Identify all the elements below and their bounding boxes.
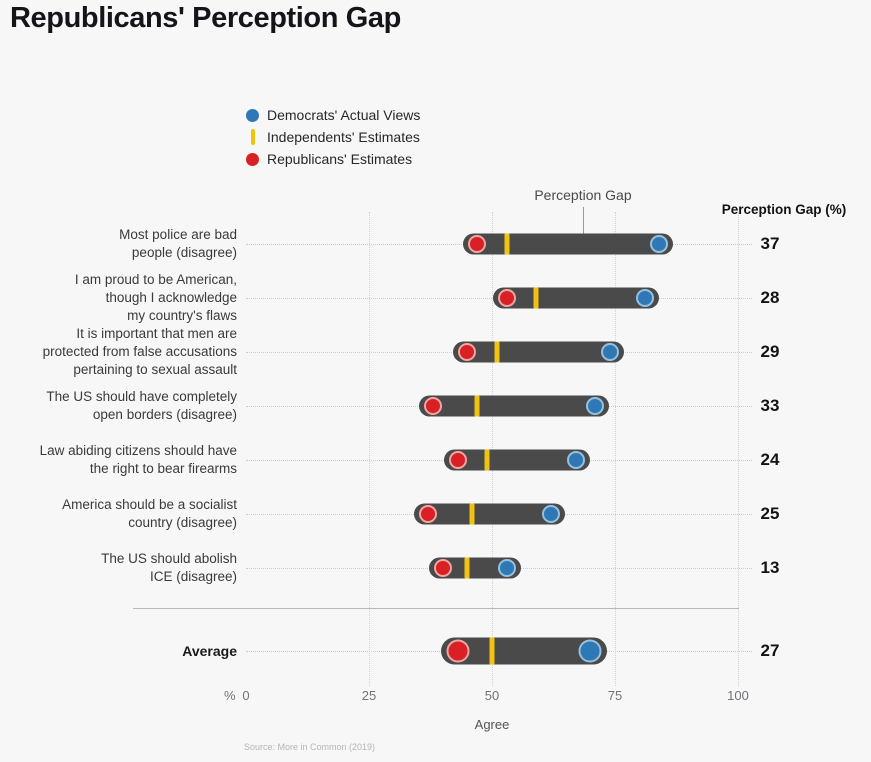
republicans-estimate-dot [419, 505, 438, 523]
independents-bar-icon [250, 129, 255, 145]
row-label-line: pertaining to sexual assault [73, 362, 237, 377]
chart-title: Republicans' Perception Gap [10, 2, 401, 34]
row-label: I am proud to be American, though I ackno… [75, 271, 237, 325]
row-label: The US should have completely open border… [46, 388, 237, 424]
axis-tick-label: 25 [361, 688, 377, 703]
legend-item-independents: Independents' Estimates [246, 126, 420, 148]
gap-value: 13 [760, 558, 780, 577]
gap-value: 25 [760, 504, 780, 523]
row-bar [492, 287, 659, 309]
row-label-line: open borders (disagree) [92, 407, 237, 422]
republicans-estimate-dot [497, 289, 516, 307]
axis-tick-label: 100 [727, 688, 749, 703]
row-label-line: though I acknowledge [105, 290, 237, 305]
gridline-75 [615, 212, 616, 686]
republicans-dot-icon [246, 152, 259, 166]
axis-tick-label: 50 [484, 688, 500, 703]
row-bar [418, 395, 610, 417]
democrats-actual-dot [578, 639, 602, 663]
x-axis-label: Agree [474, 717, 510, 732]
axis-tick-label: 0 [242, 688, 250, 703]
perception-gap-annotation: Perception Gap [534, 187, 632, 203]
row-label-line: The US should abolish [101, 551, 237, 566]
row-label: The US should abolish ICE (disagree) [101, 550, 237, 586]
row-label-line: country (disagree) [128, 515, 237, 530]
row-label-line: ICE (disagree) [149, 569, 237, 584]
annotation-pointer-line [583, 207, 584, 237]
democrats-actual-dot [601, 343, 620, 361]
row-label-line: protected from false accusations [42, 344, 237, 359]
democrats-actual-dot [586, 397, 605, 415]
row-label-line: The US should have completely [46, 389, 237, 404]
row-label-line: my country's flaws [127, 308, 237, 323]
row-bar [414, 503, 566, 525]
democrats-actual-dot [635, 289, 654, 307]
row-bar [453, 341, 625, 363]
gap-value: 28 [760, 288, 780, 307]
democrats-dot-icon [246, 108, 259, 122]
independents-estimate-marker [464, 557, 470, 579]
republicans-estimate-dot [433, 559, 452, 577]
republicans-estimate-dot [458, 343, 477, 361]
independents-estimate-marker [469, 503, 475, 525]
row-bar [443, 449, 590, 471]
republicans-estimate-dot [448, 451, 467, 469]
row-label-line: Law abiding citizens should have [39, 443, 237, 458]
average-separator-line [133, 608, 739, 609]
row-label-line: It is important that men are [76, 326, 237, 341]
legend-label: Republicans' Estimates [267, 151, 413, 167]
independents-estimate-marker [489, 637, 495, 665]
legend-item-democrats: Democrats' Actual Views [246, 104, 420, 126]
row-label-line: people (disagree) [131, 245, 237, 260]
gap-value: 29 [760, 342, 780, 361]
democrats-actual-dot [566, 451, 585, 469]
row-label-line: the right to bear firearms [89, 461, 237, 476]
gap-value: 24 [760, 450, 780, 469]
legend-label: Democrats' Actual Views [267, 107, 421, 123]
row-label-line: Most police are bad [119, 227, 237, 242]
legend-label: Independents' Estimates [267, 129, 420, 145]
row-bar [428, 557, 521, 579]
independents-estimate-marker [484, 449, 490, 471]
row-label: America should be a socialist country (di… [62, 496, 237, 532]
gap-value: 37 [760, 234, 780, 253]
gap-value: 27 [760, 641, 780, 660]
gridline-100 [738, 212, 739, 686]
axis-tick-label: 75 [607, 688, 623, 703]
independents-estimate-marker [533, 287, 539, 309]
row-label: Law abiding citizens should have the righ… [40, 442, 237, 478]
independents-estimate-marker [504, 233, 510, 255]
row-label-line: America should be a socialist [62, 497, 237, 512]
republicans-estimate-dot [446, 639, 470, 663]
axis-percent-prefix: % [224, 688, 236, 703]
gap-value: 33 [760, 396, 780, 415]
row-label-line: I am proud to be American, [74, 272, 237, 287]
independents-estimate-marker [494, 341, 500, 363]
legend: Democrats' Actual Views Independents' Es… [246, 104, 420, 170]
row-label: Most police are bad people (disagree) [119, 226, 237, 262]
row-label: Average [182, 643, 237, 659]
republicans-estimate-dot [468, 235, 487, 253]
republicans-estimate-dot [423, 397, 442, 415]
gap-column-header: Perception Gap (%) [721, 202, 847, 217]
source-credit: Source: More in Common (2019) [244, 742, 376, 752]
row-bar [463, 233, 674, 255]
gridline-25 [369, 212, 370, 686]
independents-estimate-marker [474, 395, 480, 417]
democrats-actual-dot [542, 505, 561, 523]
legend-item-republicans: Republicans' Estimates [246, 148, 420, 170]
row-label: It is important that men are protected fr… [43, 325, 237, 379]
democrats-actual-dot [650, 235, 669, 253]
democrats-actual-dot [497, 559, 516, 577]
gridline-50 [492, 212, 493, 686]
